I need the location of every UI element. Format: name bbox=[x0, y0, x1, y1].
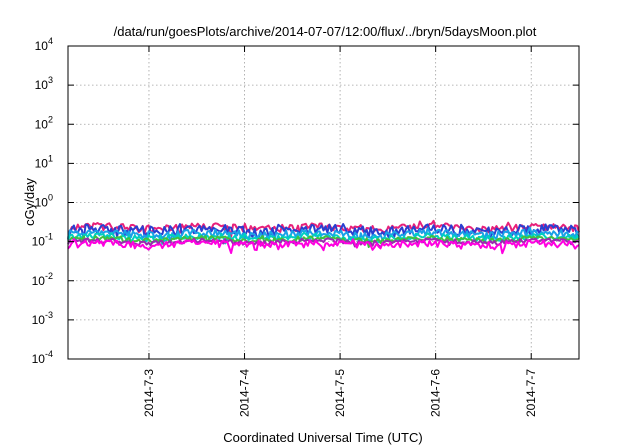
y-tick-label: 104 bbox=[35, 36, 53, 53]
y-axis-label: cGy/day bbox=[22, 178, 37, 226]
series-lines bbox=[67, 219, 580, 255]
x-tick-label: 2014-7-7 bbox=[524, 369, 538, 417]
x-tick-label: 2014-7-5 bbox=[333, 369, 347, 417]
y-tick-label: 10-1 bbox=[32, 232, 53, 249]
y-tick-label: 103 bbox=[35, 75, 53, 92]
x-axis-label: Coordinated Universal Time (UTC) bbox=[223, 430, 422, 445]
chart-title: /data/run/goesPlots/archive/2014-07-07/1… bbox=[114, 24, 537, 39]
y-tick-label: 10-4 bbox=[32, 349, 53, 366]
x-tick-label: 2014-7-6 bbox=[429, 369, 443, 417]
y-tick-label: 10-2 bbox=[32, 271, 53, 288]
y-tick-label: 102 bbox=[35, 114, 53, 131]
plot-frame bbox=[67, 45, 580, 360]
series-line bbox=[67, 238, 580, 255]
y-tick-label: 100 bbox=[35, 193, 53, 210]
x-tick-label: 2014-7-3 bbox=[142, 369, 156, 417]
x-tick-label: 2014-7-4 bbox=[238, 369, 252, 417]
series-line bbox=[67, 226, 580, 244]
x-tick-labels: 2014-7-3 2014-7-4 2014-7-5 2014-7-6 2014-7-7 bbox=[142, 369, 538, 417]
grid bbox=[68, 46, 579, 359]
series-line bbox=[67, 237, 580, 249]
y-tick-labels: 10-4 10-3 10-2 10-1 100 101 102 103 104 bbox=[32, 36, 53, 366]
y-tick-label: 101 bbox=[35, 153, 53, 170]
y-tick-label: 10-3 bbox=[32, 310, 53, 327]
